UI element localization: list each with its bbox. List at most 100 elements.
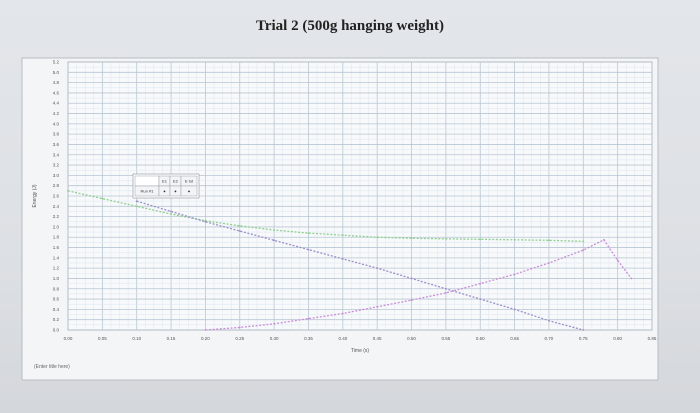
legend-cell-text: ● bbox=[163, 189, 166, 194]
data-point bbox=[479, 282, 482, 285]
y-tick-label: 3.4 bbox=[53, 152, 60, 157]
data-point bbox=[238, 230, 241, 232]
data-point bbox=[170, 210, 172, 213]
x-tick-label: 0.60 bbox=[476, 336, 485, 341]
legend-cell-text: ● bbox=[188, 189, 191, 194]
x-tick-label: 0.55 bbox=[441, 336, 450, 341]
y-tick-label: 3.2 bbox=[53, 163, 60, 168]
data-point bbox=[548, 262, 550, 264]
y-tick-label: 4.4 bbox=[53, 101, 60, 106]
data-point bbox=[273, 322, 276, 325]
x-tick-label: 0.00 bbox=[64, 336, 73, 341]
x-tick-label: 0.85 bbox=[648, 336, 657, 341]
y-tick-label: 4.8 bbox=[53, 80, 60, 85]
data-point bbox=[204, 329, 207, 331]
data-point bbox=[513, 238, 516, 241]
data-point bbox=[616, 259, 619, 262]
data-point bbox=[479, 298, 482, 300]
y-tick-label: 1.8 bbox=[53, 235, 60, 240]
data-point bbox=[513, 273, 516, 276]
y-tick-label: 3.0 bbox=[53, 173, 60, 178]
x-tick-label: 0.10 bbox=[132, 336, 141, 341]
legend-cell-text: ● bbox=[174, 189, 177, 194]
data-point bbox=[444, 291, 447, 294]
x-tick-label: 0.25 bbox=[235, 336, 244, 341]
x-tick-label: 0.65 bbox=[510, 336, 519, 341]
x-tick-label: 0.15 bbox=[167, 336, 176, 341]
data-point bbox=[170, 213, 172, 215]
data-point bbox=[513, 308, 516, 311]
footer-label: (Enter title here) bbox=[34, 364, 70, 370]
y-tick-label: 4.0 bbox=[53, 121, 60, 126]
y-tick-label: 5.2 bbox=[53, 60, 60, 65]
y-axis-label: Energy (J) bbox=[32, 184, 38, 207]
y-tick-label: 0.2 bbox=[53, 317, 60, 322]
x-tick-label: 0.70 bbox=[545, 336, 554, 341]
data-point bbox=[410, 299, 413, 302]
y-tick-label: 1.4 bbox=[53, 255, 60, 260]
series-line-2 bbox=[136, 200, 584, 331]
data-point bbox=[204, 220, 207, 223]
data-point bbox=[238, 224, 241, 227]
y-tick-label: 0.0 bbox=[53, 328, 60, 333]
y-tick-label: 4.6 bbox=[53, 90, 60, 95]
data-point bbox=[376, 267, 379, 270]
data-point bbox=[548, 319, 550, 322]
data-point bbox=[410, 277, 413, 280]
series-line-1 bbox=[67, 190, 584, 243]
data-point bbox=[307, 317, 310, 320]
x-tick-label: 0.35 bbox=[304, 336, 313, 341]
data-point bbox=[135, 200, 138, 203]
y-tick-label: 0.4 bbox=[53, 307, 60, 312]
data-point bbox=[603, 238, 605, 241]
data-point bbox=[582, 329, 585, 331]
data-point bbox=[341, 234, 344, 237]
data-point bbox=[548, 239, 550, 242]
x-tick-label: 0.80 bbox=[613, 336, 622, 341]
data-point bbox=[376, 305, 379, 308]
x-tick-label: 0.45 bbox=[373, 336, 382, 341]
data-point bbox=[582, 240, 585, 243]
x-tick-label: 0.75 bbox=[579, 336, 588, 341]
data-point bbox=[238, 326, 241, 329]
y-tick-label: 2.4 bbox=[53, 204, 60, 209]
series-line-3 bbox=[205, 238, 632, 331]
y-tick-label: 3.6 bbox=[53, 142, 60, 147]
y-tick-label: 2.0 bbox=[53, 224, 60, 229]
data-point bbox=[307, 248, 310, 251]
legend-cell bbox=[180, 185, 198, 197]
x-tick-label: 0.40 bbox=[338, 336, 347, 341]
data-point bbox=[135, 205, 138, 208]
x-tick-label: 0.05 bbox=[98, 336, 107, 341]
chart-title: Trial 2 (500g hanging weight) bbox=[255, 18, 445, 34]
y-tick-label: 4.2 bbox=[53, 111, 60, 116]
x-tick-label: 0.20 bbox=[201, 336, 210, 341]
legend-cell bbox=[134, 175, 160, 187]
legend-cell-text: E1 bbox=[162, 179, 168, 184]
legend-cell-text: E2 bbox=[173, 179, 179, 184]
data-point bbox=[630, 277, 633, 280]
legend-cell-text: E tot bbox=[185, 179, 194, 184]
y-tick-label: 2.6 bbox=[53, 194, 60, 199]
y-tick-label: 1.0 bbox=[53, 276, 60, 281]
y-tick-label: 0.8 bbox=[53, 286, 60, 291]
data-point bbox=[444, 287, 447, 290]
data-point bbox=[479, 238, 482, 241]
data-point bbox=[273, 229, 276, 231]
y-tick-label: 3.8 bbox=[53, 132, 60, 137]
data-point bbox=[341, 312, 344, 315]
data-point bbox=[410, 237, 413, 240]
y-tick-label: 2.2 bbox=[53, 214, 60, 219]
data-point bbox=[341, 257, 344, 260]
x-tick-label: 0.30 bbox=[270, 336, 279, 341]
y-tick-label: 1.6 bbox=[53, 245, 60, 250]
y-tick-label: 0.6 bbox=[53, 297, 60, 302]
data-point bbox=[444, 237, 447, 240]
data-point bbox=[273, 239, 276, 242]
x-tick-label: 0.50 bbox=[407, 336, 416, 341]
data-point bbox=[376, 236, 379, 239]
x-axis-label: Time (s) bbox=[351, 348, 369, 354]
y-tick-label: 1.2 bbox=[53, 266, 60, 271]
data-point bbox=[67, 189, 69, 192]
